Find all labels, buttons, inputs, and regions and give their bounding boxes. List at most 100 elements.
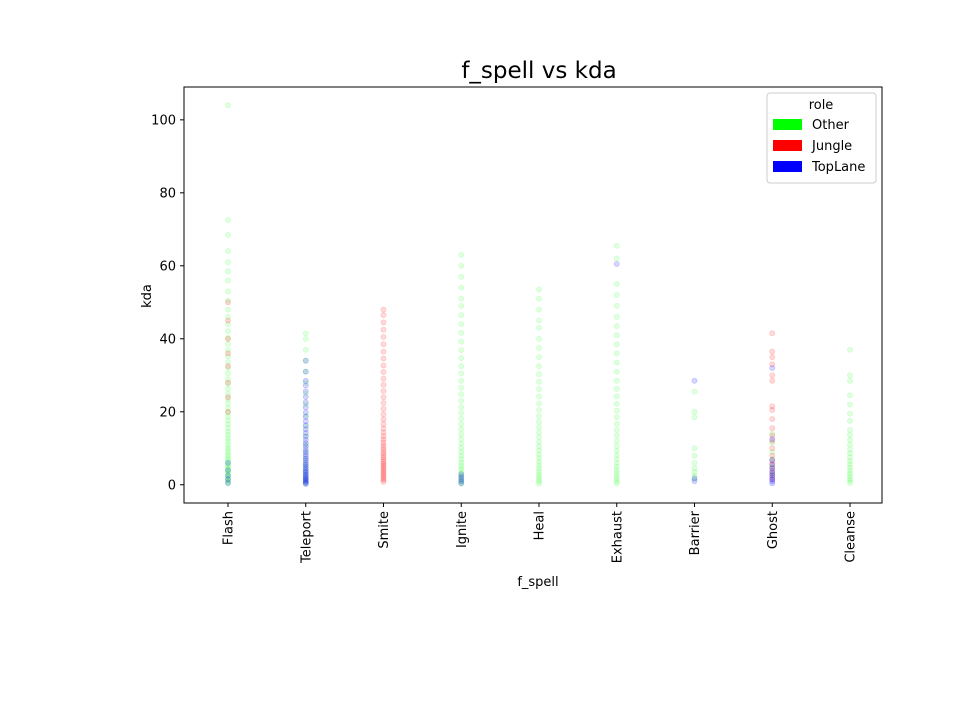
legend-label-other: Other <box>812 118 850 133</box>
data-point <box>225 353 231 360</box>
data-point <box>458 477 465 483</box>
data-point <box>613 447 620 454</box>
data-point <box>769 377 776 384</box>
data-point <box>613 292 620 298</box>
data-point <box>769 472 776 479</box>
data-point <box>302 457 309 464</box>
data-point <box>458 471 465 478</box>
legend-swatch-jungle <box>773 140 802 151</box>
data-point <box>380 362 387 369</box>
data-point <box>769 354 776 360</box>
data-point <box>847 417 853 424</box>
data-point <box>769 478 776 485</box>
data-point <box>769 467 776 474</box>
data-point <box>458 478 465 485</box>
data-point <box>536 447 542 454</box>
data-point <box>302 382 309 389</box>
data-point <box>691 377 698 384</box>
data-point <box>458 370 465 377</box>
data-point <box>536 429 542 436</box>
data-point <box>380 458 387 465</box>
data-point <box>613 385 620 392</box>
legend: role Other Jungle TopLane <box>766 92 877 184</box>
data-point <box>458 415 465 422</box>
data-point <box>458 431 465 438</box>
data-point <box>225 424 231 431</box>
data-point <box>769 452 776 459</box>
data-point <box>769 436 776 443</box>
legend-swatch-toplane <box>773 161 802 172</box>
data-point <box>302 423 309 430</box>
data-point <box>302 471 309 478</box>
data-point <box>225 417 231 424</box>
data-point <box>613 368 620 375</box>
data-point <box>380 454 387 461</box>
data-point <box>380 462 387 469</box>
data-point <box>380 348 387 355</box>
data-point <box>302 481 309 487</box>
data-point <box>380 447 387 454</box>
data-point <box>847 464 853 471</box>
data-point <box>380 460 387 467</box>
data-point <box>225 102 231 109</box>
data-point <box>769 365 776 371</box>
data-point <box>458 452 465 459</box>
data-point <box>769 449 776 455</box>
data-point <box>302 448 309 455</box>
data-point <box>302 413 309 420</box>
data-point <box>847 475 853 482</box>
data-point <box>613 393 620 400</box>
data-point <box>302 459 309 466</box>
data-point <box>691 476 698 483</box>
data-point <box>302 463 309 470</box>
legend-swatch-other <box>773 119 802 130</box>
data-point <box>380 471 387 478</box>
data-point <box>847 346 853 353</box>
data-point <box>536 286 542 293</box>
data-point <box>225 431 231 438</box>
data-point <box>302 401 309 408</box>
data-point <box>225 268 231 275</box>
data-point <box>380 306 387 313</box>
data-point <box>225 459 231 466</box>
data-point <box>847 461 853 468</box>
data-point <box>225 379 231 386</box>
x-axis-label: f_spell <box>517 575 558 590</box>
data-point <box>302 433 309 440</box>
data-point <box>691 459 698 466</box>
data-point <box>613 420 620 427</box>
data-point <box>847 427 853 433</box>
data-point <box>225 334 231 341</box>
data-point <box>302 446 309 452</box>
data-point <box>458 321 465 328</box>
data-point <box>302 390 309 397</box>
data-point <box>691 475 698 482</box>
data-point <box>769 470 776 477</box>
data-point <box>847 446 853 453</box>
data-point <box>302 472 309 479</box>
data-point <box>769 416 776 422</box>
data-point <box>302 426 309 433</box>
data-point <box>458 465 465 472</box>
data-point <box>613 478 620 485</box>
data-point <box>613 473 620 479</box>
data-point <box>225 446 231 453</box>
data-point <box>613 359 620 366</box>
data-point <box>613 427 620 433</box>
data-point <box>769 445 776 452</box>
data-point <box>302 422 309 429</box>
data-point <box>302 468 309 475</box>
plot-area-frame <box>183 86 883 504</box>
data-point <box>380 319 387 326</box>
data-point <box>302 330 309 337</box>
data-point <box>691 478 698 485</box>
data-point <box>769 469 776 475</box>
x-axis: Flash Teleport Smite Ignite Heal Exhaust Barri… <box>222 503 859 564</box>
data-point <box>225 480 231 487</box>
data-point <box>380 456 387 463</box>
data-point <box>302 449 309 455</box>
data-point <box>691 408 698 415</box>
data-point <box>769 470 776 477</box>
data-point <box>769 438 776 444</box>
data-point <box>225 474 231 480</box>
